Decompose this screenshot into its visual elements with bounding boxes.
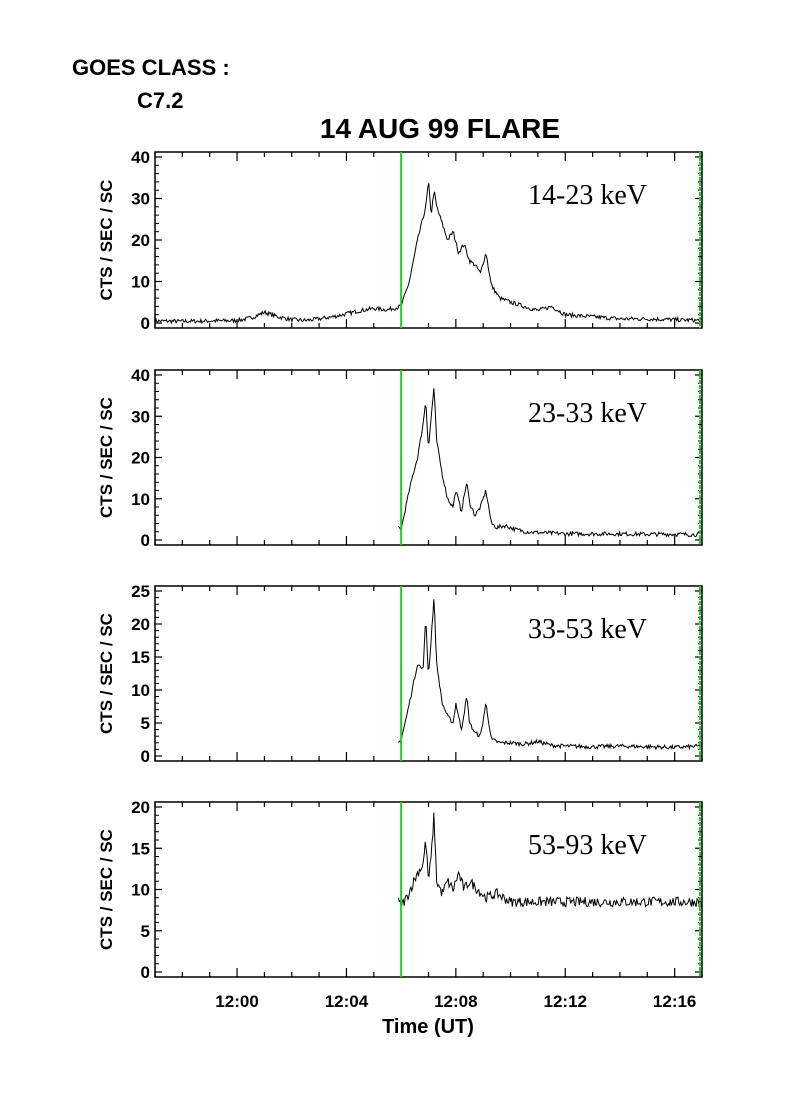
y-tick-label: 30 bbox=[131, 407, 150, 426]
y-tick-label: 15 bbox=[131, 839, 150, 858]
y-axis-title: CTS / SEC / SC bbox=[97, 613, 116, 734]
y-axis-title: CTS / SEC / SC bbox=[97, 829, 116, 950]
panel-1-frame bbox=[154, 151, 703, 329]
panel-4: 0 5 10 15 20 CTS / SEC / SC 53-93 keV bbox=[97, 798, 703, 982]
x-tick-label: 12:00 bbox=[215, 992, 258, 1011]
y-tick-label: 10 bbox=[131, 881, 150, 900]
energy-band-label: 14-23 keV bbox=[528, 180, 647, 211]
y-tick-label: 20 bbox=[131, 615, 150, 634]
panel-2: 0 10 20 30 40 CTS / SEC / SC 23-33 keV bbox=[97, 366, 703, 550]
panel-4-frame bbox=[154, 801, 703, 978]
x-tick-label: 12:12 bbox=[544, 992, 587, 1011]
y-tick-label: 0 bbox=[141, 747, 150, 766]
x-axis-title: Time (UT) bbox=[382, 1016, 474, 1038]
energy-band-label: 53-93 keV bbox=[528, 830, 647, 861]
y-tick-label: 20 bbox=[131, 231, 150, 250]
lightcurve-trace bbox=[397, 599, 703, 751]
lightcurve-trace bbox=[154, 183, 702, 325]
goes-class-label: GOES CLASS : bbox=[72, 55, 230, 80]
x-tick-label: 12:16 bbox=[653, 992, 696, 1011]
y-tick-label: 0 bbox=[141, 963, 150, 982]
y-tick-label: 15 bbox=[131, 648, 150, 667]
lightcurve-trace bbox=[397, 388, 703, 538]
panel-2-frame bbox=[154, 369, 703, 546]
goes-class-value: C7.2 bbox=[137, 88, 184, 113]
panel-3-frame bbox=[154, 585, 703, 762]
y-tick-label: 10 bbox=[131, 490, 150, 509]
y-tick-label: 40 bbox=[131, 148, 150, 167]
x-tick-label: 12:08 bbox=[434, 992, 477, 1011]
y-axis-title: CTS / SEC / SC bbox=[97, 397, 116, 518]
y-tick-label: 0 bbox=[141, 531, 150, 550]
panel-1: 0 10 20 30 40 CTS / SEC / SC 14-23 keV bbox=[97, 148, 703, 333]
y-tick-label: 10 bbox=[131, 273, 150, 292]
y-tick-label: 5 bbox=[141, 922, 150, 941]
y-tick-label: 25 bbox=[131, 582, 150, 601]
y-tick-label: 5 bbox=[141, 714, 150, 733]
energy-band-label: 33-53 keV bbox=[528, 614, 647, 645]
y-tick-label: 10 bbox=[131, 681, 150, 700]
energy-band-label: 23-33 keV bbox=[528, 398, 647, 429]
y-tick-label: 30 bbox=[131, 190, 150, 209]
y-tick-label: 0 bbox=[141, 314, 150, 333]
panel-3: 0 5 10 15 20 25 CTS / SEC / SC 33-53 keV bbox=[97, 582, 703, 766]
y-axis-title: CTS / SEC / SC bbox=[97, 180, 116, 301]
y-tick-label: 40 bbox=[131, 366, 150, 385]
lightcurve-trace bbox=[397, 812, 703, 909]
figure-title: 14 AUG 99 FLARE bbox=[319, 113, 561, 144]
y-tick-label: 20 bbox=[131, 449, 150, 468]
x-tick-label: 12:04 bbox=[325, 992, 369, 1011]
y-tick-label: 20 bbox=[131, 798, 150, 817]
